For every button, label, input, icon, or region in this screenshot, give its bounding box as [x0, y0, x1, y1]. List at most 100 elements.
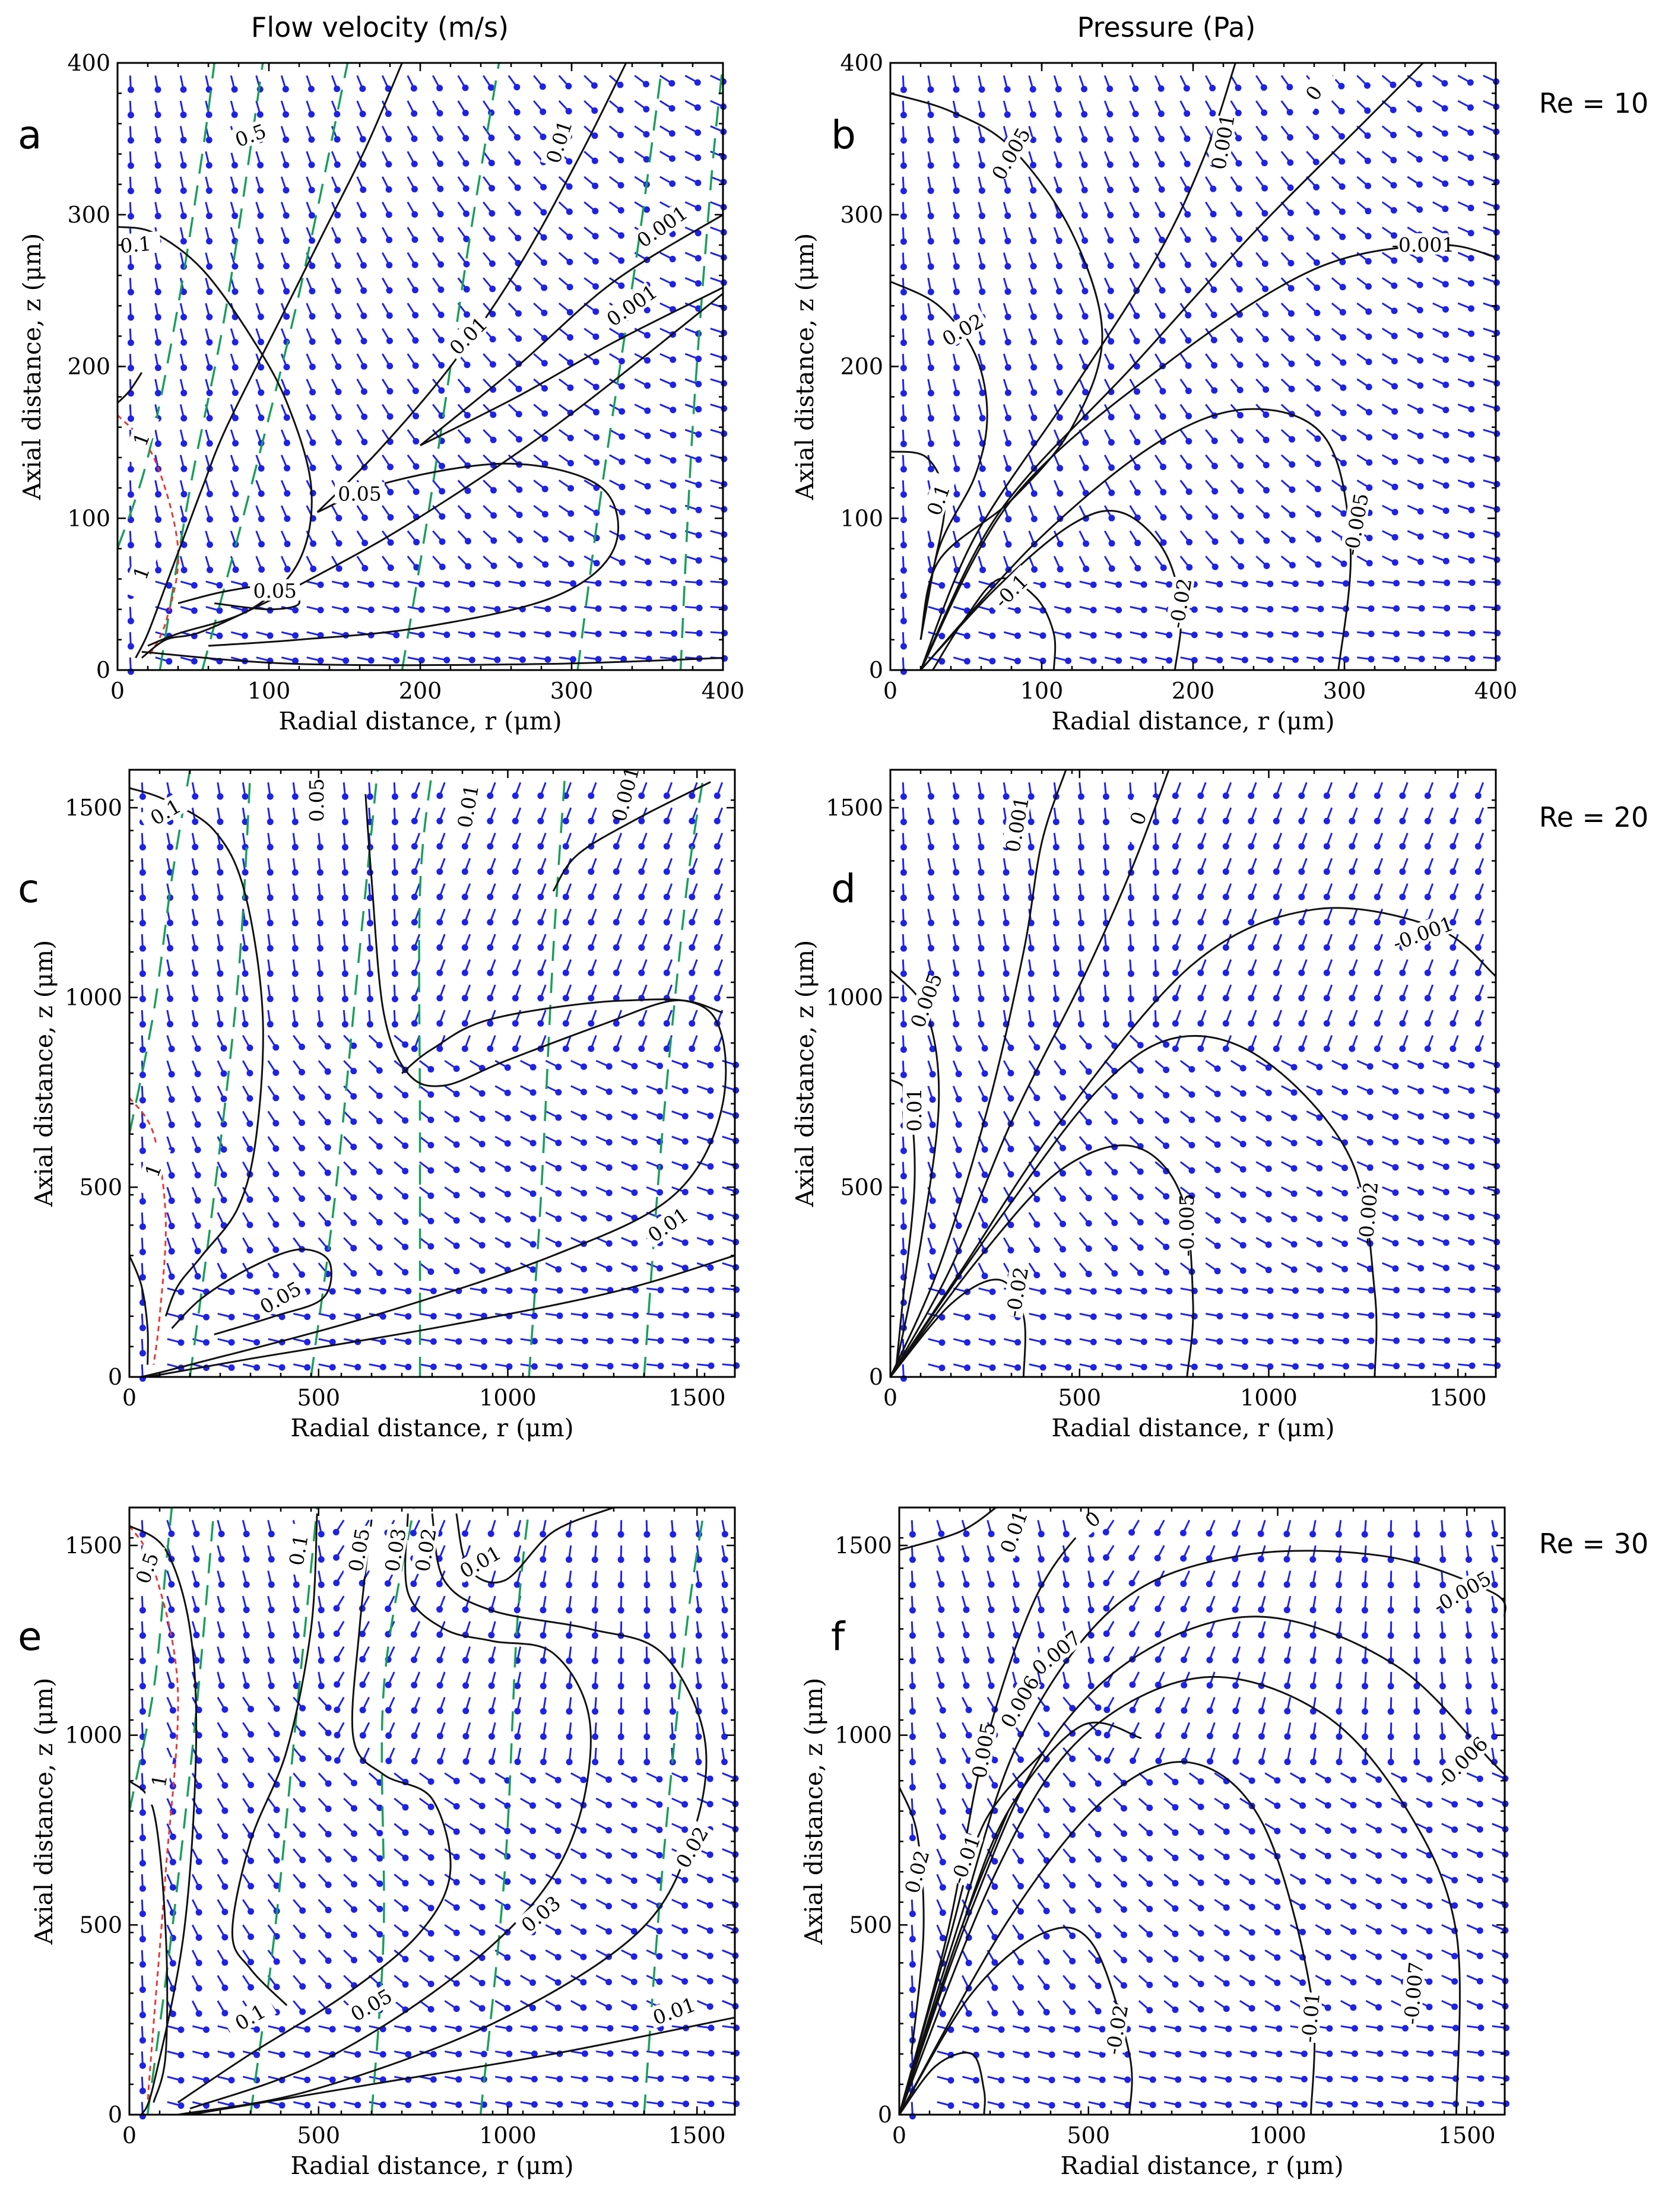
panel-letter: a — [18, 112, 42, 158]
vector-head — [516, 561, 523, 569]
vector-head — [900, 1147, 907, 1154]
vector-head — [1085, 1144, 1092, 1151]
vector-head — [267, 818, 274, 826]
vector-head — [567, 459, 574, 466]
vector-head — [258, 338, 265, 345]
vector-head — [1235, 109, 1242, 116]
vector-head — [180, 389, 188, 396]
vector-head — [220, 1247, 227, 1254]
vector-head — [1441, 105, 1448, 112]
vector-head — [1197, 919, 1204, 926]
vector-head — [1399, 843, 1406, 850]
vector-head — [617, 232, 624, 239]
vector-head — [732, 1188, 740, 1195]
vector-head — [1214, 1141, 1221, 1148]
vector-head — [1392, 1214, 1399, 1221]
vector-head — [1248, 893, 1255, 900]
vector-head — [540, 183, 547, 191]
vector-head — [512, 893, 519, 900]
vector-head — [180, 162, 187, 169]
vector-head — [900, 339, 907, 347]
vector-head — [1065, 581, 1072, 588]
vector-head — [513, 109, 521, 116]
vector-head — [694, 204, 702, 211]
vector-head — [411, 211, 418, 218]
vector-head — [316, 869, 323, 876]
vector-head — [562, 969, 569, 976]
contour-label: 0.01 — [541, 118, 577, 166]
vector-head — [1082, 439, 1089, 446]
vector-head — [1214, 1242, 1221, 1249]
vector-head — [1239, 1166, 1246, 1173]
vector-head — [927, 389, 934, 396]
vector-head — [361, 439, 368, 446]
vector-head — [539, 83, 546, 90]
vector-head — [588, 893, 595, 900]
vector-head — [411, 236, 418, 243]
vector-head — [566, 183, 573, 190]
vector-head — [512, 1020, 519, 1027]
vector-head — [721, 481, 728, 488]
vector-head — [1157, 110, 1165, 118]
vector-head — [1417, 1189, 1425, 1196]
vector-head — [1055, 187, 1062, 194]
vector-head — [335, 388, 342, 395]
vector-head — [308, 111, 315, 118]
vector-head — [689, 817, 696, 824]
vector-head — [694, 255, 702, 262]
vector-head — [168, 1223, 175, 1230]
vector-head — [537, 919, 544, 926]
vector-head — [1263, 411, 1270, 418]
vector-head — [437, 160, 444, 167]
vector-head — [1313, 209, 1320, 216]
vector-head — [1111, 1093, 1118, 1100]
vector-head — [900, 314, 907, 321]
vector-head — [461, 919, 468, 926]
vector-head — [900, 567, 907, 574]
vector-head — [1366, 1088, 1374, 1095]
vector-head — [581, 1088, 588, 1096]
vector-head — [1172, 1020, 1179, 1027]
vector-head — [127, 288, 134, 296]
vector-head — [272, 1120, 280, 1127]
vector-head — [464, 412, 471, 419]
vector-head — [283, 187, 290, 194]
vector-head — [402, 1269, 409, 1276]
vector-head — [1210, 261, 1217, 268]
vector-head — [694, 179, 702, 186]
vector-head — [567, 359, 574, 366]
streamline — [576, 62, 664, 671]
vector-head — [1273, 919, 1280, 926]
vector-head — [1197, 792, 1204, 799]
vector-head — [1241, 1363, 1248, 1370]
vector-head — [643, 131, 650, 138]
vector-head — [1127, 894, 1134, 902]
vector-head — [541, 309, 548, 316]
contour-label-bg — [110, 231, 161, 257]
vector-head — [593, 509, 600, 516]
vector-head — [1030, 490, 1038, 497]
vector-head — [180, 86, 187, 93]
vector-head — [1052, 945, 1060, 952]
vector-head — [232, 440, 239, 447]
vector-head — [1237, 437, 1244, 444]
vector-head — [515, 285, 522, 292]
vector-head — [567, 510, 575, 517]
vector-head — [619, 483, 626, 490]
vector-head — [1004, 187, 1011, 194]
vector-head — [436, 110, 443, 117]
vector-head — [334, 136, 341, 143]
vector-head — [1211, 563, 1219, 570]
vector-head — [1140, 607, 1147, 614]
vector-head — [1290, 1241, 1298, 1248]
x-axis-label: Radial distance, r (μm) — [290, 1414, 573, 1442]
vector-head — [928, 793, 935, 800]
vector-head — [670, 507, 677, 514]
vector-head — [354, 1364, 361, 1371]
vector-head — [1185, 488, 1192, 495]
vector-head — [955, 1146, 962, 1153]
vector-head — [927, 288, 934, 296]
vector-head — [1261, 160, 1268, 167]
vector-head — [1323, 843, 1330, 850]
